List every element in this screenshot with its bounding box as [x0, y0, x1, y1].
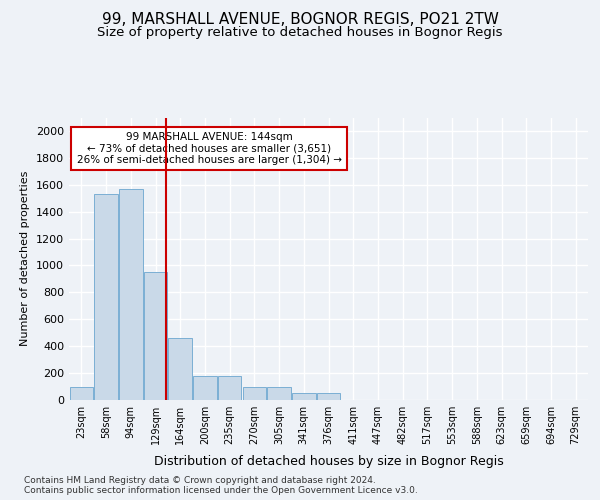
Text: 99 MARSHALL AVENUE: 144sqm
← 73% of detached houses are smaller (3,651)
26% of s: 99 MARSHALL AVENUE: 144sqm ← 73% of deta…	[77, 132, 341, 165]
Bar	[144, 272, 167, 400]
Bar	[119, 189, 143, 400]
Text: Contains HM Land Registry data © Crown copyright and database right 2024.
Contai: Contains HM Land Registry data © Crown c…	[24, 476, 418, 495]
Bar	[70, 386, 93, 400]
Text: Size of property relative to detached houses in Bognor Regis: Size of property relative to detached ho…	[97, 26, 503, 39]
Bar	[242, 386, 266, 400]
Bar	[169, 338, 192, 400]
Bar	[193, 376, 217, 400]
Bar	[268, 386, 291, 400]
Bar	[218, 376, 241, 400]
X-axis label: Distribution of detached houses by size in Bognor Regis: Distribution of detached houses by size …	[154, 456, 503, 468]
Y-axis label: Number of detached properties: Number of detached properties	[20, 171, 31, 346]
Bar	[317, 394, 340, 400]
Bar	[94, 194, 118, 400]
Text: 99, MARSHALL AVENUE, BOGNOR REGIS, PO21 2TW: 99, MARSHALL AVENUE, BOGNOR REGIS, PO21 …	[101, 12, 499, 28]
Bar	[292, 392, 316, 400]
